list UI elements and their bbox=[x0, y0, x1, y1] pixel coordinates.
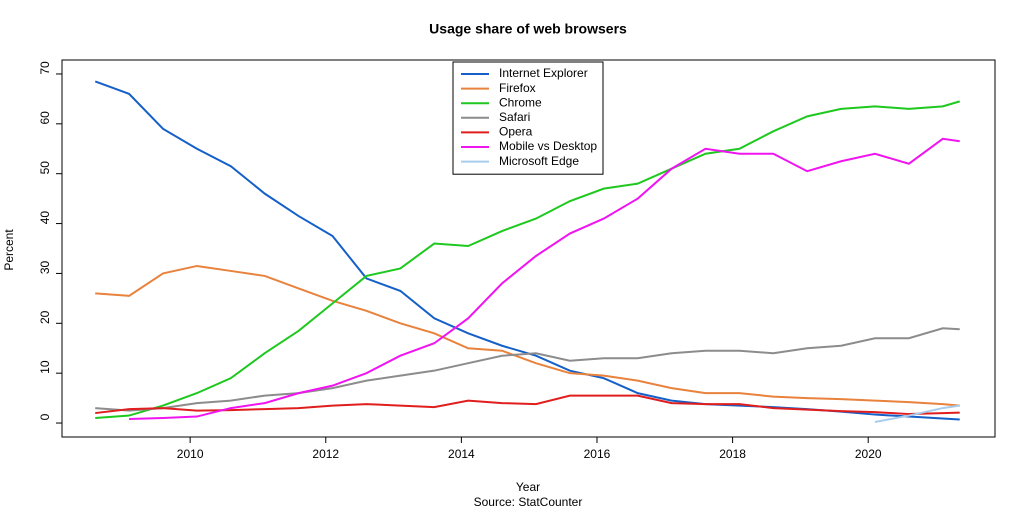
series-line bbox=[95, 100, 961, 420]
x-tick-label: 2010 bbox=[177, 447, 204, 461]
y-tick-label: 50 bbox=[38, 161, 52, 175]
legend-label: Opera bbox=[499, 125, 533, 139]
chart-title: Usage share of web browsers bbox=[429, 21, 627, 37]
x-axis-label: Year bbox=[516, 480, 540, 494]
plot-frame bbox=[61, 59, 996, 438]
y-tick-label: 10 bbox=[38, 360, 52, 374]
x-tick-label: 2016 bbox=[584, 447, 611, 461]
series-line bbox=[95, 327, 960, 412]
series-line bbox=[129, 137, 960, 421]
series-line bbox=[95, 264, 960, 407]
legend-label: Safari bbox=[499, 110, 530, 124]
legend-label: Chrome bbox=[499, 95, 542, 109]
series-line bbox=[95, 394, 960, 416]
y-tick-label: 0 bbox=[38, 413, 52, 420]
y-tick-label: 30 bbox=[38, 260, 52, 274]
y-tick-label: 20 bbox=[38, 310, 52, 324]
y-tick-label: 60 bbox=[38, 111, 52, 125]
y-tick-label: 40 bbox=[38, 211, 52, 225]
y-tick-label: 70 bbox=[38, 61, 52, 75]
x-tick-label: 2012 bbox=[312, 447, 339, 461]
caption: Source: StatCounter bbox=[474, 495, 583, 509]
legend-label: Firefox bbox=[499, 81, 536, 95]
x-tick-label: 2020 bbox=[855, 447, 882, 461]
legend-label: Mobile vs Desktop bbox=[499, 139, 597, 153]
x-tick-label: 2014 bbox=[448, 447, 475, 461]
legend-label: Microsoft Edge bbox=[499, 154, 579, 168]
y-axis-label: Percent bbox=[2, 229, 16, 271]
x-tick-label: 2018 bbox=[719, 447, 746, 461]
series-line bbox=[874, 404, 960, 424]
legend-label: Internet Explorer bbox=[499, 66, 588, 80]
